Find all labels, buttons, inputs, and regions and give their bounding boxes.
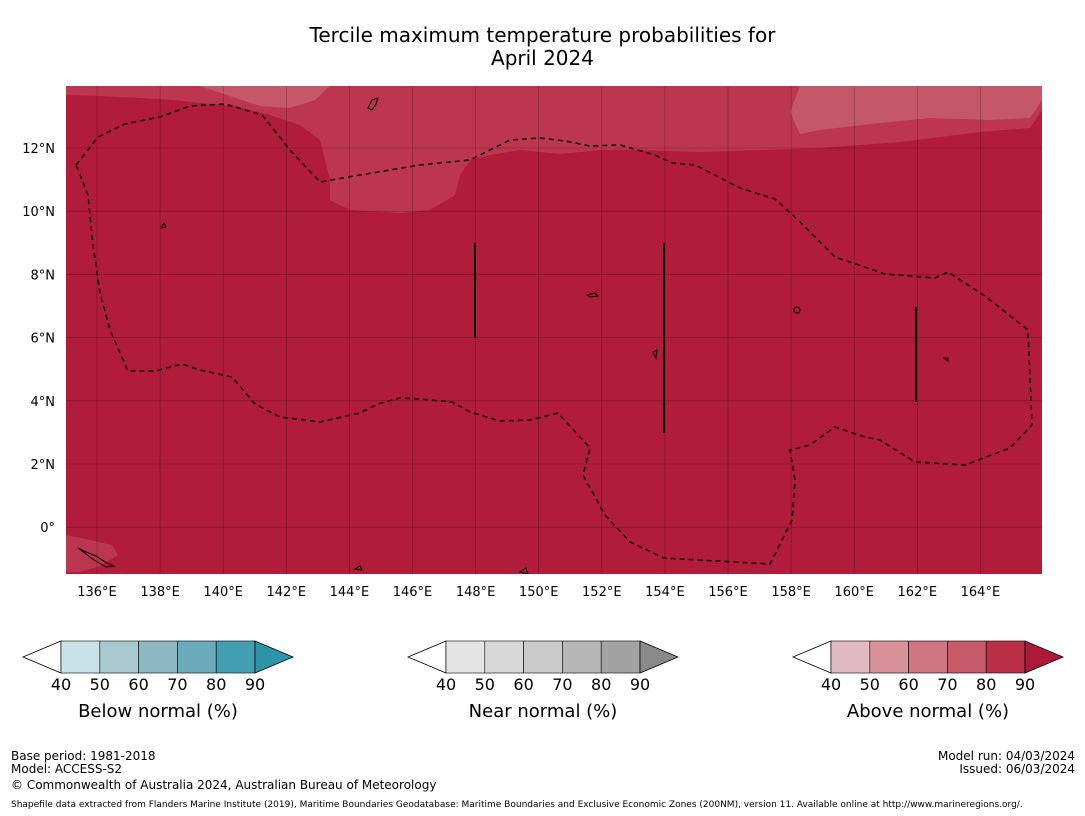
- colorbar-tick-label: 90: [1014, 675, 1036, 694]
- longitude-tick-label: 154°E: [645, 585, 685, 600]
- colorbar-tick-label: 90: [629, 675, 651, 694]
- above-normal-80-patch: [390, 180, 420, 188]
- colorbar-segment: [99, 640, 139, 674]
- longitude-tick-label: 156°E: [708, 585, 748, 600]
- latitude-tick-label: 0°: [40, 521, 55, 536]
- colorbar-tick-label: 80: [976, 675, 997, 694]
- colorbar-segment: [215, 640, 256, 674]
- colorbar-tick-label: 50: [859, 675, 880, 694]
- longitude-tick-label: 164°E: [961, 585, 1001, 600]
- colorbar-max-extension: [254, 640, 294, 674]
- colorbar-segment: [138, 640, 178, 674]
- colorbar-segment: [830, 640, 871, 674]
- latitude-tick-label: 6°N: [31, 332, 56, 347]
- colorbar-tick-label: 40: [435, 675, 457, 694]
- colorbar-segment: [177, 640, 217, 674]
- colorbar-segment: [523, 640, 563, 674]
- colorbar-title: Above normal (%): [846, 701, 1010, 722]
- colorbar-segment: [562, 640, 602, 674]
- longitude-tick-label: 138°E: [140, 585, 180, 600]
- latitude-tick-label: 4°N: [31, 395, 56, 410]
- colorbar-title: Below normal (%): [78, 701, 238, 722]
- latitude-tick-label: 2°N: [31, 458, 56, 473]
- colorbar-tick-label: 70: [937, 675, 958, 694]
- longitude-tick-label: 152°E: [582, 585, 622, 600]
- colorbar-segment: [484, 640, 524, 674]
- longitude-tick-label: 142°E: [267, 585, 307, 600]
- colorbar-1: [22, 640, 294, 674]
- colorbar-3: [792, 640, 1064, 674]
- longitude-labels: 136°E 138°E 140°E 142°E 144°E 146°E 148°E 150°E…: [77, 585, 1000, 600]
- latitude-tick-label: 12°N: [22, 142, 55, 157]
- longitude-tick-label: 162°E: [898, 585, 938, 600]
- latitude-labels: 12°N 10°N 8°N 6°N 4°N 2°N 0°: [22, 142, 55, 536]
- colorbar-tick-label: 70: [552, 675, 573, 694]
- colorbar-tick-label: 60: [513, 675, 534, 694]
- above-normal-70-region: [790, 86, 1042, 134]
- colorbar-segment: [985, 640, 1026, 674]
- longitude-tick-label: 160°E: [834, 585, 874, 600]
- colorbar-tick-label: 40: [50, 675, 72, 694]
- colorbar-tick-label: 80: [591, 675, 612, 694]
- colorbar-tick-label: 70: [167, 675, 188, 694]
- colorbar-max-extension: [1024, 640, 1064, 674]
- colorbar-segment: [445, 640, 486, 674]
- longitude-tick-label: 146°E: [393, 585, 433, 600]
- forecast-map: 136°E 138°E 140°E 142°E 144°E 146°E 148°E 150°E…: [22, 86, 1042, 600]
- colorbar-tick-label: 80: [206, 675, 227, 694]
- eez-boundary: [75, 103, 1033, 565]
- colorbar-segment: [869, 640, 909, 674]
- model-run-text: Model run: 04/03/2024: [937, 749, 1075, 763]
- issued-text: Issued: 06/03/2024: [959, 762, 1075, 776]
- longitude-tick-label: 144°E: [330, 585, 370, 600]
- model-text: Model: ACCESS-S2: [11, 762, 123, 776]
- longitude-tick-label: 158°E: [771, 585, 811, 600]
- map-title-line1: Tercile maximum temperature probabilitie…: [309, 23, 776, 47]
- islands: [77, 97, 949, 574]
- track-lines: [474, 243, 917, 433]
- lat-lon-grid: [66, 86, 1042, 574]
- longitude-tick-label: 150°E: [519, 585, 559, 600]
- latitude-tick-label: 8°N: [31, 268, 56, 283]
- colorbar-2: [407, 640, 679, 674]
- colorbar-tick-label: 60: [128, 675, 149, 694]
- latitude-tick-label: 10°N: [22, 205, 55, 220]
- longitude-tick-label: 136°E: [77, 585, 117, 600]
- colorbar-tick-label: 60: [898, 675, 919, 694]
- colorbar-min-extension: [792, 640, 832, 674]
- above-normal-90-region: [66, 86, 1042, 574]
- colorbar-min-extension: [22, 640, 62, 674]
- shapefile-credit-text: Shapefile data extracted from Flanders M…: [11, 800, 1023, 810]
- colorbar-segment: [60, 640, 101, 674]
- colorbar-segment: [600, 640, 641, 674]
- above-normal-70-top: [200, 86, 330, 108]
- longitude-tick-label: 140°E: [203, 585, 243, 600]
- colorbar-min-extension: [407, 640, 447, 674]
- longitude-tick-label: 148°E: [456, 585, 496, 600]
- copyright-text: © Commonwealth of Australia 2024, Austra…: [11, 778, 437, 792]
- colorbar-tick-label: 50: [474, 675, 495, 694]
- colorbar-tick-label: 40: [820, 675, 842, 694]
- colorbar-tick-label: 50: [89, 675, 110, 694]
- colorbar-tick-label: 90: [244, 675, 266, 694]
- colorbar-max-extension: [639, 640, 679, 674]
- colorbar-segment: [908, 640, 948, 674]
- colorbar-segment: [947, 640, 987, 674]
- colorbar-title: Near normal (%): [468, 701, 618, 722]
- base-period-text: Base period: 1981-2018: [11, 749, 156, 763]
- above-normal-80-patch-3: [66, 535, 118, 572]
- map-title-line2: April 2024: [491, 46, 594, 70]
- above-normal-80-patch-2: [493, 100, 502, 114]
